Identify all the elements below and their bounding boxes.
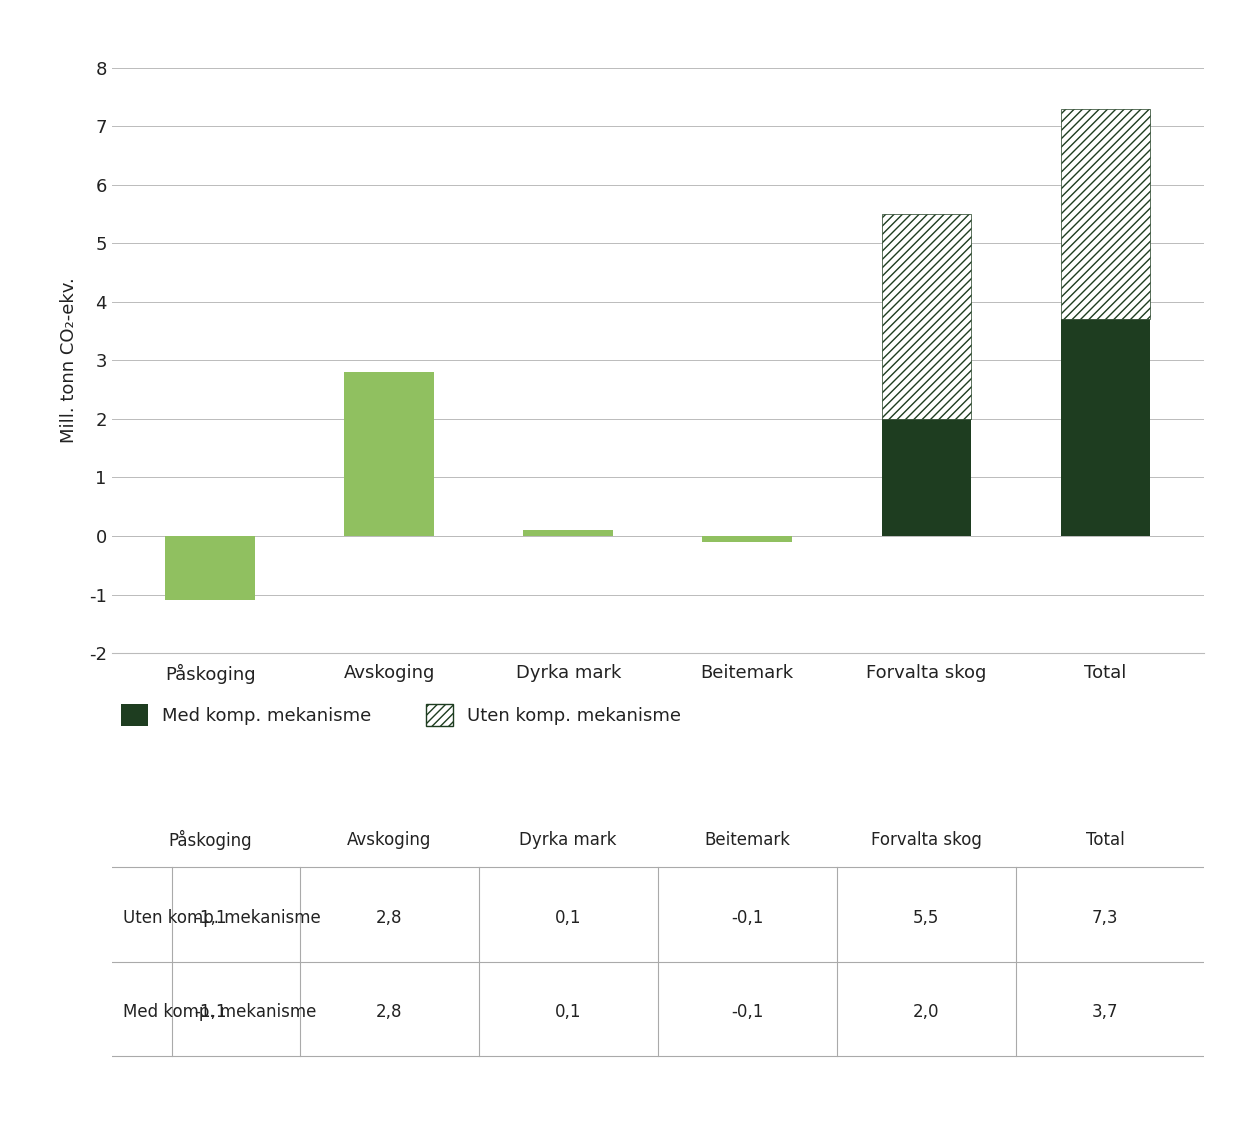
Text: Forvalta skog: Forvalta skog (871, 831, 982, 849)
Text: Påskoging: Påskoging (169, 830, 252, 850)
Text: -1,1: -1,1 (194, 1003, 226, 1021)
Text: 2,0: 2,0 (913, 1003, 939, 1021)
Text: 0,1: 0,1 (555, 909, 582, 927)
Bar (524, 530, 613, 536)
Bar (881, 419, 970, 536)
Text: Dyrka mark: Dyrka mark (520, 831, 617, 849)
Text: 5,5: 5,5 (913, 909, 939, 927)
Text: -0,1: -0,1 (731, 909, 763, 927)
Text: Uten komp. mekanisme: Uten komp. mekanisme (123, 909, 320, 927)
Text: Total: Total (1086, 831, 1124, 849)
Bar (1061, 108, 1150, 320)
Y-axis label: Mill. tonn CO₂-ekv.: Mill. tonn CO₂-ekv. (60, 277, 78, 444)
Text: 0,1: 0,1 (555, 1003, 582, 1021)
Text: -1,1: -1,1 (194, 909, 226, 927)
Text: 3,7: 3,7 (1092, 1003, 1118, 1021)
Bar (345, 372, 434, 536)
Bar (1061, 320, 1150, 536)
Text: Beitemark: Beitemark (704, 831, 791, 849)
Text: Avskoging: Avskoging (347, 831, 432, 849)
Text: 2,8: 2,8 (376, 909, 402, 927)
Text: 7,3: 7,3 (1092, 909, 1118, 927)
Bar (702, 536, 792, 542)
Legend: Med komp. mekanisme, Uten komp. mekanisme: Med komp. mekanisme, Uten komp. mekanism… (120, 704, 681, 726)
Bar (165, 536, 254, 600)
Text: 2,8: 2,8 (376, 1003, 402, 1021)
Text: -0,1: -0,1 (731, 1003, 763, 1021)
Text: Med komp. mekanisme: Med komp. mekanisme (123, 1003, 316, 1021)
Bar (881, 214, 970, 419)
